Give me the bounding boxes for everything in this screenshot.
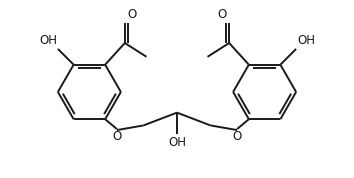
Text: OH: OH — [297, 34, 315, 47]
Text: O: O — [233, 130, 242, 143]
Text: OH: OH — [39, 34, 57, 47]
Text: OH: OH — [168, 136, 186, 149]
Text: O: O — [128, 8, 137, 21]
Text: O: O — [112, 130, 121, 143]
Text: O: O — [217, 8, 226, 21]
